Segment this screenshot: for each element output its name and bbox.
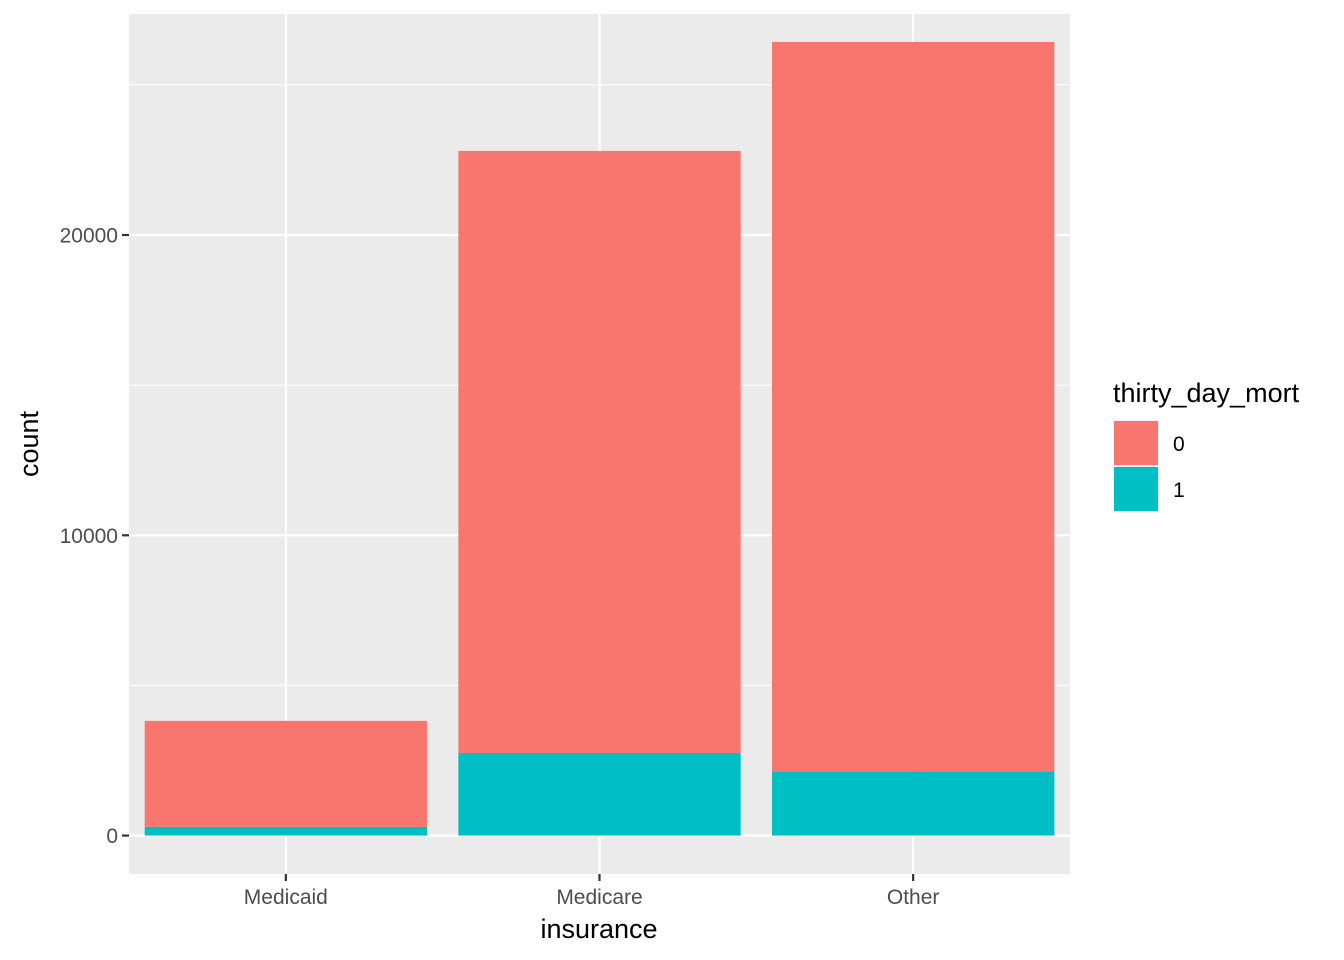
bar-medicaid-series-0 bbox=[144, 720, 427, 827]
y-tick-label: 20000 bbox=[60, 225, 118, 248]
x-axis-title: insurance bbox=[540, 914, 657, 944]
legend-swatch-0 bbox=[1114, 421, 1158, 465]
x-tick-label: Medicaid bbox=[244, 886, 328, 909]
legend-label-0: 0 bbox=[1173, 433, 1185, 456]
legend-swatch-1 bbox=[1114, 467, 1158, 511]
legend: thirty_day_mort 0 1 bbox=[1113, 378, 1300, 512]
y-axis-title: count bbox=[14, 410, 44, 477]
x-tick-label: Other bbox=[887, 886, 940, 909]
bar-medicaid-series-1 bbox=[144, 826, 427, 836]
bar-medicare-series-1 bbox=[458, 752, 741, 836]
x-tick-label: Medicare bbox=[556, 886, 642, 909]
y-axis: 0 10000 20000 bbox=[60, 225, 129, 848]
y-tick-label: 0 bbox=[106, 825, 118, 848]
legend-label-1: 1 bbox=[1173, 479, 1185, 502]
bar-other-series-1 bbox=[772, 771, 1055, 836]
bars bbox=[144, 41, 1055, 836]
legend-title: thirty_day_mort bbox=[1113, 378, 1300, 408]
y-tick-label: 10000 bbox=[60, 525, 118, 548]
x-axis: Medicaid Medicare Other bbox=[244, 874, 940, 909]
bar-other-series-0 bbox=[772, 41, 1055, 772]
bar-medicare-series-0 bbox=[458, 150, 741, 753]
